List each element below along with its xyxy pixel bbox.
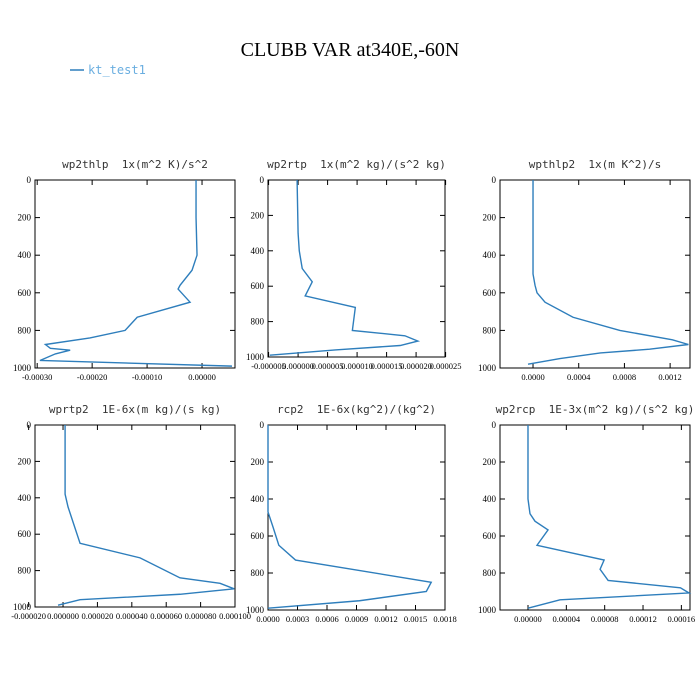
x-tick-label: 0.000000: [47, 611, 79, 621]
y-tick-label: 0: [492, 175, 497, 185]
y-tick-label: 600: [483, 288, 497, 298]
y-tick-label: 800: [483, 568, 497, 578]
x-tick-label: 0.00012: [629, 614, 657, 624]
profile-line: [527, 425, 692, 609]
x-tick-label: 0.000000: [282, 361, 314, 371]
subplot-title: wp2thlp 1x(m^2 K)/s^2: [62, 158, 208, 171]
y-tick-label: 1000: [478, 605, 497, 615]
y-tick-label: 600: [483, 531, 497, 541]
x-tick-label: 0.0000: [521, 372, 544, 382]
x-tick-label: 0.00004: [553, 614, 581, 624]
plot-frame: [34, 179, 236, 369]
y-tick-label: 200: [18, 456, 32, 466]
figure-title: CLUBB VAR at340E,-60N: [241, 39, 460, 61]
x-tick-label: 0.0009: [345, 614, 368, 624]
x-tick-label: 0.000020: [81, 611, 113, 621]
x-tick-label: 0.000080: [185, 611, 217, 621]
profile-line: [269, 179, 421, 356]
y-tick-label: 400: [18, 493, 32, 503]
y-tick-label: 200: [251, 457, 265, 467]
y-tick-label: 600: [251, 281, 265, 291]
x-tick-label: -0.000020: [11, 611, 46, 621]
x-tick-label: -0.00020: [77, 372, 107, 382]
y-tick-label: 1000: [246, 352, 265, 362]
x-tick-label: -0.00010: [132, 372, 162, 382]
x-tick-label: 0.0006: [315, 614, 338, 624]
y-tick-label: 1000: [13, 363, 32, 373]
x-tick-label: 0.0000: [256, 614, 279, 624]
plot-frame: [34, 424, 236, 608]
x-tick-label: 0.000025: [430, 361, 462, 371]
y-tick-label: 800: [483, 325, 497, 335]
y-tick-label: 800: [18, 566, 32, 576]
plot-frame: [267, 424, 446, 611]
x-tick-label: 0.000020: [400, 361, 432, 371]
y-tick-label: 800: [251, 568, 265, 578]
y-tick-label: 200: [251, 210, 265, 220]
y-tick-label: 600: [251, 531, 265, 541]
y-tick-label: 0: [27, 175, 32, 185]
x-tick-label: 0.0018: [433, 614, 456, 624]
y-tick-label: 0: [260, 175, 265, 185]
subplot-title: wprtp2 1E-6x(m kg)/(s kg): [49, 403, 221, 416]
x-tick-label: 0.000040: [116, 611, 148, 621]
subplot-title: wpthlp2 1x(m K^2)/s: [529, 158, 661, 171]
y-tick-label: 400: [18, 250, 32, 260]
x-tick-label: -0.000005: [251, 361, 286, 371]
x-tick-label: 0.00008: [591, 614, 619, 624]
x-tick-label: 0.00000: [514, 614, 542, 624]
x-tick-label: -0.00030: [22, 372, 52, 382]
y-tick-label: 600: [18, 288, 32, 298]
profile-line: [527, 180, 689, 365]
plot-frame: [499, 424, 691, 611]
x-tick-label: 0.0012: [658, 372, 681, 382]
x-tick-label: 0.000100: [219, 611, 251, 621]
y-tick-label: 1000: [478, 363, 497, 373]
legend-label: kt_test1: [88, 63, 146, 77]
profile-line: [39, 180, 233, 367]
y-tick-label: 200: [483, 457, 497, 467]
profile-line: [57, 425, 235, 606]
x-tick-label: 0.0015: [404, 614, 427, 624]
x-tick-label: 0.000005: [312, 361, 344, 371]
y-tick-label: 400: [251, 246, 265, 256]
x-tick-label: 0.0012: [374, 614, 397, 624]
y-tick-label: 1000: [13, 602, 32, 612]
x-tick-label: 0.000060: [150, 611, 182, 621]
y-tick-label: 400: [483, 494, 497, 504]
y-tick-label: 200: [483, 213, 497, 223]
y-tick-label: 200: [18, 213, 32, 223]
y-tick-label: 400: [483, 250, 497, 260]
x-tick-label: 0.000015: [371, 361, 403, 371]
subplot-title: rcp2 1E-6x(kg^2)/(kg^2): [277, 403, 436, 416]
y-tick-label: 0: [260, 420, 265, 430]
y-tick-label: 800: [251, 317, 265, 327]
x-tick-label: 0.0008: [613, 372, 636, 382]
x-tick-label: 0.000010: [341, 361, 373, 371]
plot-frame: [499, 179, 691, 369]
y-tick-label: 600: [18, 529, 32, 539]
x-tick-label: 0.0003: [286, 614, 309, 624]
subplot-title: wp2rtp 1x(m^2 kg)/(s^2 kg): [267, 158, 446, 171]
subplot-title: wp2rcp 1E-3x(m^2 kg)/(s^2 kg): [496, 403, 695, 416]
profile-line: [267, 425, 433, 609]
x-tick-label: 0.00016: [668, 614, 696, 624]
plot-frame: [267, 179, 446, 358]
y-tick-label: 1000: [246, 605, 265, 615]
x-tick-label: 0.0004: [567, 372, 591, 382]
y-tick-label: 400: [251, 494, 265, 504]
y-tick-label: 800: [18, 325, 32, 335]
x-tick-label: 0.00000: [188, 372, 216, 382]
y-tick-label: 0: [492, 420, 497, 430]
